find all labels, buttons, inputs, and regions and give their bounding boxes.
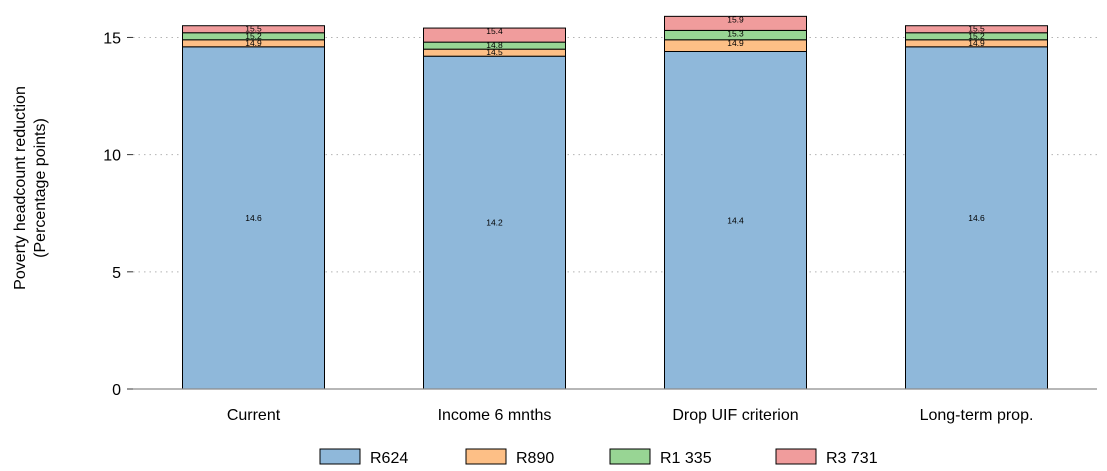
category-label-3: Drop UIF criterion <box>672 407 798 424</box>
bar-segment-1-1 <box>182 46 325 390</box>
bars <box>182 15 1048 390</box>
data-label-3-1: 15.2 <box>245 31 262 41</box>
bar-segment-1-2 <box>423 55 566 390</box>
data-label-1-2: 14.2 <box>486 218 503 228</box>
data-label-4-3: 15.9 <box>727 14 744 24</box>
data-label-3-4: 15.2 <box>968 31 985 41</box>
legend-swatch-1 <box>319 448 361 465</box>
data-label-2-2: 14.5 <box>486 47 503 57</box>
data-label-2-1: 14.9 <box>245 38 262 48</box>
y-tick-label-0: 0 <box>112 382 121 399</box>
bar-segment-4-1 <box>182 25 325 34</box>
data-label-2-4: 14.9 <box>968 38 985 48</box>
data-label-1-1: 14.6 <box>245 213 262 223</box>
y-tick-label-5: 5 <box>112 265 121 282</box>
legend-swatch-2 <box>465 448 507 465</box>
data-label-3-2: 14.8 <box>486 40 503 50</box>
legend-label-1: R624 <box>370 450 408 467</box>
category-label-1: Current <box>227 407 281 424</box>
y-axis-title-line-2: (Percentage points) <box>32 118 49 258</box>
legend-label-2: R890 <box>516 450 554 467</box>
data-label-1-4: 14.6 <box>968 213 985 223</box>
data-label-4-1: 15.5 <box>245 24 262 34</box>
data-label-3-3: 15.3 <box>727 28 744 38</box>
data-label-1-3: 14.4 <box>727 215 744 225</box>
y-axis-title: Poverty headcount reduction (Percentage … <box>12 86 49 290</box>
legend-label-4: R3 731 <box>826 450 878 467</box>
data-label-4-4: 15.5 <box>968 24 985 34</box>
bar-segment-4-2 <box>423 27 566 43</box>
category-label-2: Income 6 mnths <box>438 407 552 424</box>
y-axis-title-line-1: Poverty headcount reduction <box>12 86 29 290</box>
legend-swatch-4 <box>775 448 817 465</box>
category-labels: Current Income 6 mnths Drop UIF criterion L… <box>227 407 1034 424</box>
category-label-4: Long-term prop. <box>920 407 1034 424</box>
legend-swatch-3 <box>609 448 651 465</box>
y-tick-label-15: 15 <box>103 30 121 47</box>
y-tick-label-10: 10 <box>103 148 121 165</box>
legend: R624 R890 R1 335 R3 731 <box>319 448 878 467</box>
data-label-4-2: 15.4 <box>486 26 503 36</box>
y-axis-ticks: 0 5 10 15 <box>103 30 133 399</box>
bar-segment-1-4 <box>905 46 1048 390</box>
data-labels: 14.614.915.215.514.214.514.815.414.414.9… <box>245 14 985 227</box>
legend-label-3: R1 335 <box>660 450 712 467</box>
bar-segment-4-3 <box>664 15 807 31</box>
bar-segment-4-4 <box>905 25 1048 34</box>
data-label-2-3: 14.9 <box>727 38 744 48</box>
